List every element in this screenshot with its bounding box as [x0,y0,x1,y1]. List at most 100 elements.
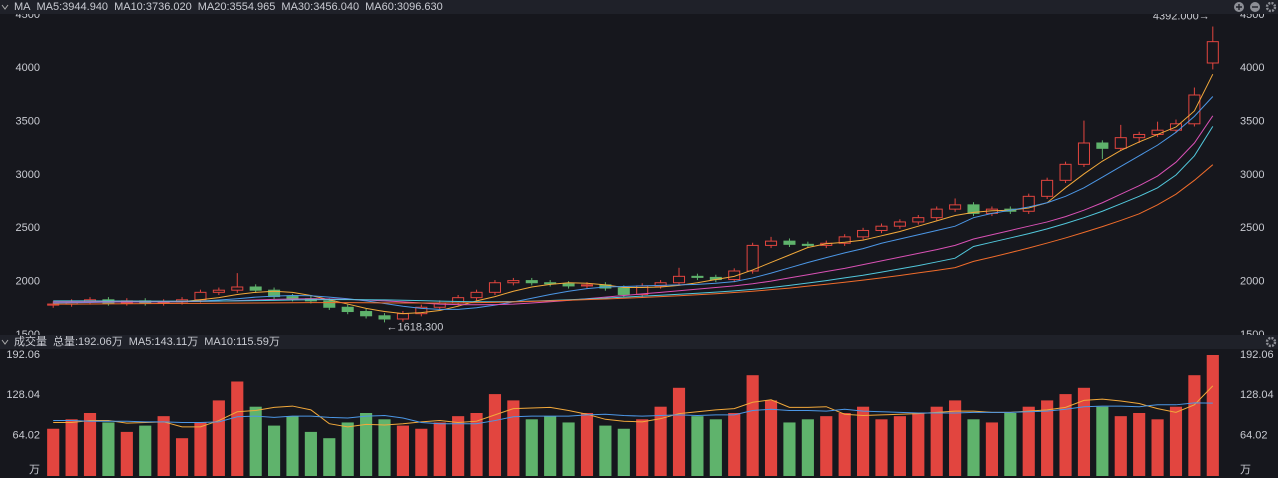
candle-body [488,282,501,293]
volume-bar [912,413,925,476]
collapse-icon[interactable] [1,339,9,345]
candle-body [323,300,336,308]
candle-body [544,282,557,285]
candle-body [967,204,980,214]
volume-bar [102,422,115,476]
unit-label: 万 [29,464,40,476]
volume-header-bar [0,335,1278,349]
legend-label: MA30:3456.040 [281,1,359,13]
y-tick-label: 3000 [16,169,40,181]
volume-bar [415,428,428,476]
volume-bar [1133,413,1146,476]
legend-label: MA10:3736.020 [114,1,192,13]
volume-bar [764,400,778,476]
ma-line [53,126,1214,303]
volume-bar [728,413,741,476]
min-annotation: ←1618.300 [387,321,444,333]
y-tick-label: 3500 [16,116,40,128]
volume-bar [691,416,704,476]
volume-bar [746,375,759,476]
volume-bar [930,406,943,476]
volume-bar [1022,406,1035,476]
candle-body [212,289,225,293]
volume-bar [231,381,244,476]
candle-body [801,243,814,246]
add-icon [1236,4,1242,10]
volume-bar [323,438,336,476]
unit-label-right: 万 [1240,464,1251,476]
candle-body [893,221,906,227]
volume-bar [875,419,888,476]
headers: MA MA5:3944.940 MA10:3736.020 MA20:3554.965… [14,1,443,348]
y-tick-label-right: 64.02 [1240,430,1268,442]
volume-bar [1041,400,1054,476]
volume-bar [194,422,207,476]
volume-bar [672,387,686,476]
candle-body [1041,179,1054,197]
candle-body [249,286,262,291]
volume-bar [120,431,133,476]
candle-body [783,240,796,245]
volume-bar [654,406,667,476]
volume-bar [636,419,649,476]
legend-label: 成交量 [14,334,47,348]
candle-body [470,291,483,299]
y-tick-label: 2000 [16,276,40,288]
legend-label: MA20:3554.965 [198,1,276,13]
volume-bar [949,400,962,476]
candle-body [1188,94,1201,125]
ma-line [53,73,1214,315]
legend-label: MA5:143.11万 [129,336,199,348]
volume-bar [1169,406,1183,476]
candle-body [341,306,354,313]
candle-body [672,275,686,284]
y-tick-label-right: 2000 [1240,276,1264,288]
candle-body [360,311,373,317]
volume-bar [304,431,317,476]
candle-body [1096,142,1109,149]
candle-body [415,306,428,315]
volume-bar [360,413,373,476]
volume-bar [83,413,97,476]
candle-body [765,240,778,246]
y-tick-label: 128.04 [6,389,40,401]
volume-bar [580,413,594,476]
candle-body [1133,133,1146,139]
volume-bar [1096,406,1109,476]
volume-bar [1151,419,1164,476]
candle-body [746,244,759,272]
volume-bar [249,406,262,476]
candle-body [857,229,870,238]
volume-bar [544,416,557,476]
y-tick-label-right: 2500 [1240,222,1264,234]
candle-body [838,236,851,244]
volume-bar [893,416,906,476]
volume-bar [470,413,483,476]
volume-bar [820,416,833,476]
collapse-icon[interactable] [1,4,9,10]
settings-button[interactable] [1265,1,1277,13]
volume-bar [378,419,391,476]
volume-bar [1077,387,1091,476]
volume-bar [562,422,575,476]
ma-line [53,164,1214,305]
volume-bar [452,416,465,476]
candle-body [1077,142,1090,165]
volume-bar [212,400,225,476]
candle-body [820,242,833,246]
volume-bar [507,400,520,476]
volume-bar [985,422,998,476]
volume-bar [433,422,446,476]
candle-body [1114,137,1127,149]
legend-label: 总量:192.06万 [53,334,123,348]
candle-body [562,283,575,287]
legend-label: MA5:3944.940 [37,1,109,13]
candle-body [728,270,741,281]
y-tick-label: 2500 [16,222,40,234]
volume-bar [286,416,299,476]
y-tick-label-right: 4000 [1240,62,1264,74]
y-tick-label-right: 128.04 [1240,389,1274,401]
volume-bar [1004,413,1017,476]
settings-button[interactable] [1265,336,1277,348]
